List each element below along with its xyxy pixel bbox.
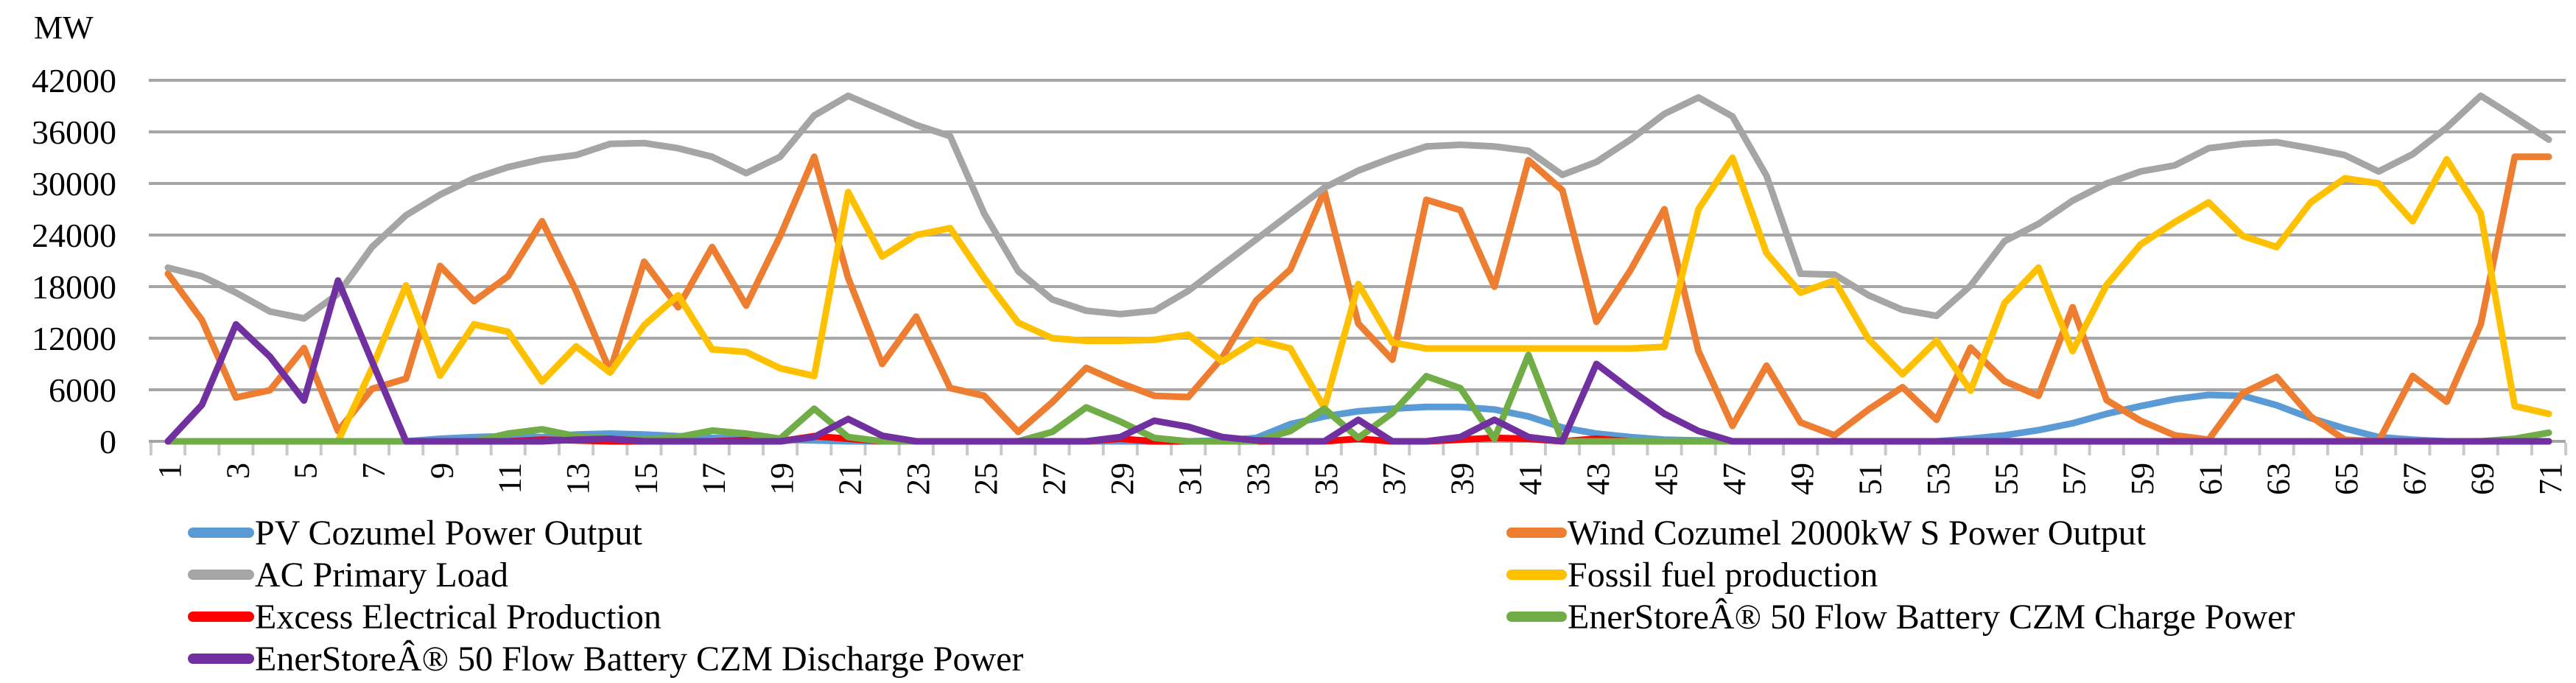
x-axis-label-63: 63 (2261, 463, 2297, 495)
x-axis-label-21: 21 (832, 463, 868, 495)
x-axis-label-17: 17 (696, 463, 732, 495)
x-axis-label-3: 3 (220, 463, 256, 479)
legend-label: EnerStoreÂ® 50 Flow Battery CZM Charge P… (1568, 598, 2295, 637)
series-line-6 (164, 277, 2552, 445)
x-axis-label-35: 35 (1308, 463, 1344, 495)
x-axis-label-47: 47 (1716, 463, 1752, 495)
x-axis-label-31: 31 (1172, 463, 1208, 495)
x-axis-label-51: 51 (1853, 463, 1889, 495)
series-line-3 (164, 154, 2552, 445)
series-line-2 (164, 92, 2552, 322)
y-axis-label-12000: 12000 (32, 320, 116, 357)
y-axis-label-36000: 36000 (32, 113, 116, 151)
x-axis-label-11: 11 (492, 463, 528, 494)
x-axis-label-59: 59 (2124, 463, 2161, 495)
x-axis-label-27: 27 (1036, 463, 1072, 495)
x-axis-label-55: 55 (1988, 463, 2024, 495)
legend-label: Fossil fuel production (1568, 556, 1878, 595)
x-axis-label-5: 5 (288, 463, 324, 479)
x-axis-label-9: 9 (424, 463, 460, 479)
x-axis-label-61: 61 (2192, 463, 2228, 495)
x-axis-label-25: 25 (968, 463, 1004, 495)
series-line-1 (164, 153, 2552, 445)
legend-label: AC Primary Load (255, 556, 508, 595)
x-axis-label-39: 39 (1445, 463, 1481, 495)
legend-label: EnerStoreÂ® 50 Flow Battery CZM Discharg… (255, 640, 1023, 679)
y-axis-label-6000: 6000 (49, 371, 116, 409)
legend-label: Excess Electrical Production (255, 598, 661, 637)
y-axis-label-24000: 24000 (32, 217, 116, 254)
x-axis-label-45: 45 (1649, 463, 1685, 495)
x-axis-label-29: 29 (1104, 463, 1140, 495)
x-axis-label-15: 15 (628, 463, 664, 495)
x-axis-label-23: 23 (900, 463, 936, 495)
x-axis-label-53: 53 (1920, 463, 1956, 495)
y-axis-unit-label: MW (34, 10, 94, 46)
x-axis-label-69: 69 (2465, 463, 2501, 495)
y-axis-label-30000: 30000 (32, 165, 116, 203)
x-axis-label-65: 65 (2328, 463, 2365, 495)
x-axis-label-41: 41 (1512, 463, 1548, 495)
legend-label: Wind Cozumel 2000kW S Power Output (1568, 514, 2147, 553)
y-axis-label-42000: 42000 (32, 62, 116, 99)
x-axis-label-43: 43 (1580, 463, 1616, 495)
x-axis-label-7: 7 (356, 463, 392, 479)
y-axis-label-0: 0 (99, 423, 116, 460)
x-axis-label-67: 67 (2396, 463, 2432, 495)
x-axis-label-57: 57 (2057, 463, 2093, 495)
x-axis-label-33: 33 (1240, 463, 1276, 495)
x-axis-label-49: 49 (1784, 463, 1820, 495)
x-axis-label-1: 1 (152, 463, 188, 479)
x-axis-label-13: 13 (560, 463, 596, 495)
y-axis-label-18000: 18000 (32, 268, 116, 306)
x-axis-label-71: 71 (2533, 463, 2569, 495)
legend-label: PV Cozumel Power Output (255, 514, 642, 553)
x-axis-label-19: 19 (764, 463, 800, 495)
x-axis-label-37: 37 (1376, 463, 1412, 495)
